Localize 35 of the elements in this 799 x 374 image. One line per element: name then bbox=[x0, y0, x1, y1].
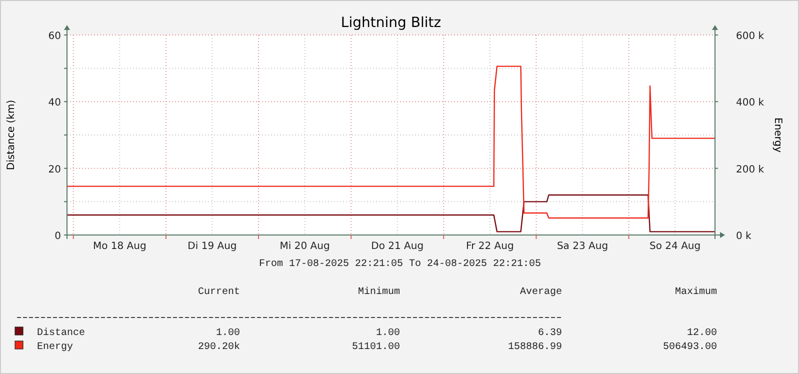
x-tick-label: Sa 23 Aug bbox=[556, 241, 608, 252]
y-tick-label: 20 bbox=[48, 164, 61, 176]
text: 290.20k bbox=[198, 341, 240, 353]
text: 1.00 bbox=[376, 328, 400, 339]
line-series bbox=[66, 66, 716, 219]
y2-tick-label: 600 k bbox=[736, 31, 764, 42]
text: 51101.00 bbox=[352, 342, 400, 353]
y2-tick-label: 400 k bbox=[736, 98, 764, 109]
x-tick-label: Di 19 Aug bbox=[188, 241, 237, 252]
x-tick-label: Mi 20 Aug bbox=[280, 241, 330, 252]
x-tick-label: Mo 18 Aug bbox=[92, 241, 146, 252]
text: Average bbox=[520, 287, 562, 298]
text: 158886.99 bbox=[508, 342, 562, 353]
text: Current bbox=[198, 287, 240, 298]
text: Minimum bbox=[358, 286, 400, 298]
text: 12.00 bbox=[686, 328, 717, 339]
y-tick-label: 40 bbox=[48, 98, 61, 109]
text: From 17-08-2025 22:21:05 To 24-08-2025 22:21:05 bbox=[258, 259, 542, 270]
y-tick-label: 0 bbox=[54, 231, 61, 242]
y-tick-label: 60 bbox=[48, 31, 61, 42]
y-axis-title: Distance (km) bbox=[6, 100, 17, 170]
legend-label: Energy bbox=[37, 342, 74, 353]
text: 6.39 bbox=[538, 328, 562, 339]
chart-title: Lightning Blitz bbox=[340, 15, 442, 31]
text: Maximum bbox=[674, 286, 717, 298]
y2-tick-label: 0 k bbox=[736, 231, 752, 242]
x-tick-label: Do 21 Aug bbox=[371, 241, 424, 252]
text: 506493.00 bbox=[662, 342, 717, 353]
y2-tick-label: 200 k bbox=[736, 164, 764, 176]
line-series bbox=[66, 194, 716, 232]
legend-label: Distance bbox=[37, 327, 86, 339]
text: 1.00 bbox=[216, 328, 240, 339]
x-tick-label: Fr 22 Aug bbox=[466, 241, 514, 252]
x-tick-label: So 24 Aug bbox=[650, 241, 701, 252]
y2-axis-title: Energy bbox=[772, 117, 783, 153]
